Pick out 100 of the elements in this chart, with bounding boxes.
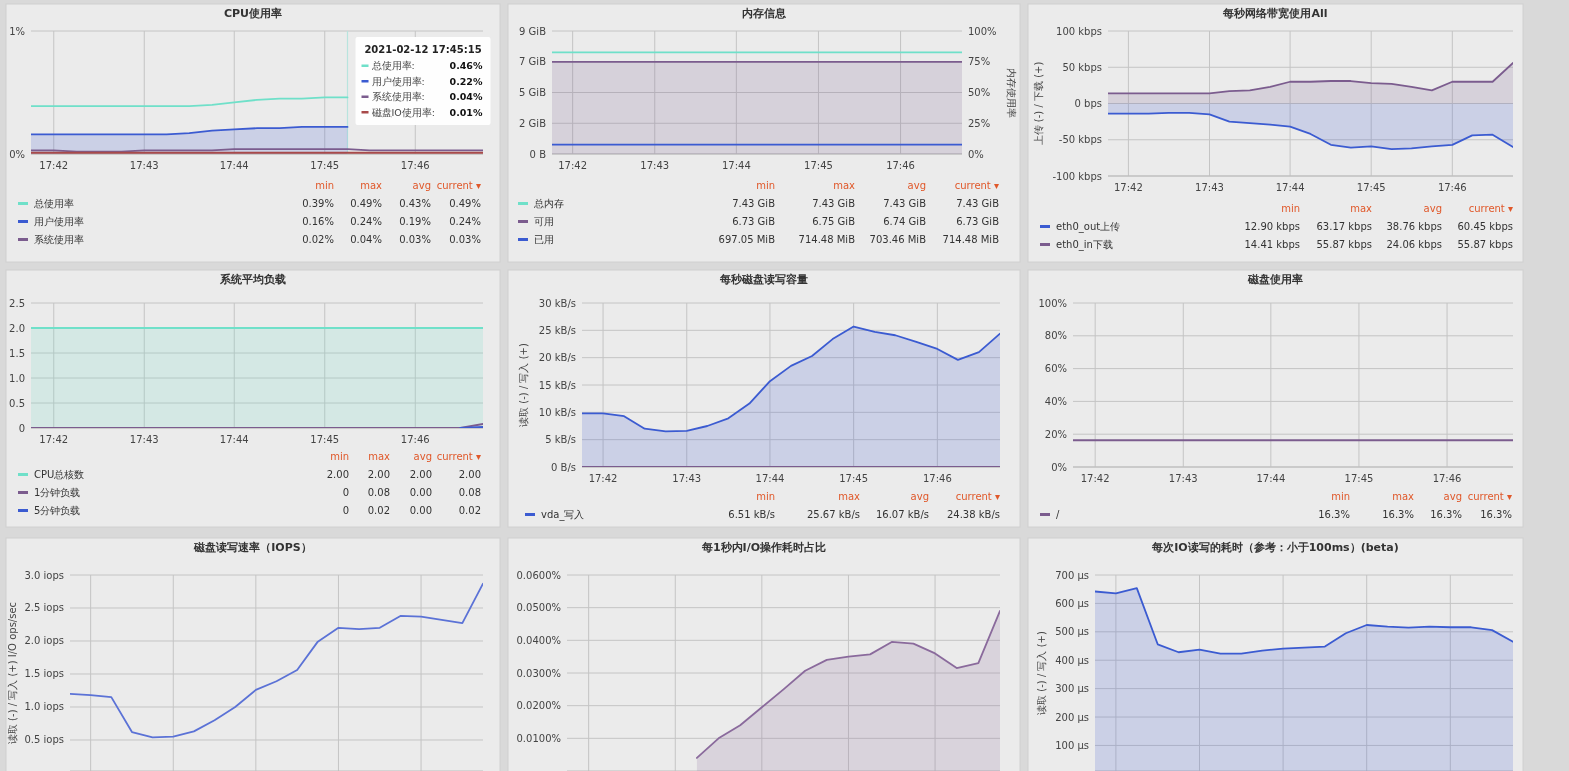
annotation: 0.22% [449,75,483,87]
text: 6.73 GiB [956,216,1000,227]
x-tick-label: 17:46 [400,434,430,445]
legend-label: vda_写入 [541,509,585,521]
x-tick-label: 17:44 [755,473,785,484]
text: 0.04% [350,234,382,245]
y-tick-label: 0.5 iops [24,734,64,746]
text: 0.19% [399,216,431,227]
y-tick-label: 500 μs [1055,626,1089,638]
annotation: 2021-02-12 17:45:15 [364,44,482,55]
legend-label: 可用 [534,216,554,227]
chart-title: 内存信息 [742,7,787,20]
y2-tick-label: 50% [968,87,991,98]
x-tick-label: 17:46 [922,473,952,484]
y-tick-label: 600 μs [1055,597,1089,609]
y-tick-label: 20% [1044,428,1067,440]
x-tick-label: 17:45 [310,160,340,171]
text: min [330,451,349,462]
text: 2.00 [458,469,481,480]
y-tick-label: 0% [9,148,25,160]
annotation: 总使用率: [370,60,415,71]
text: 16.3% [1430,509,1462,520]
y2-tick-label: 75% [968,56,991,68]
text: 0.00 [409,505,432,516]
y-tick-label: 20 kB/s [538,352,576,364]
x-tick-label: 17:43 [129,160,159,171]
text: 55.87 kbps [1457,239,1513,250]
text: avg [907,180,926,191]
x-tick-label: 17:42 [558,160,588,171]
annotation: 用户使用率: [371,75,425,87]
legend-label: 总使用率 [33,198,74,209]
text: 0.39% [302,198,334,209]
text: 0.43% [399,198,431,209]
chart-title: 系统平均负载 [219,273,286,286]
y-tick-label: -50 kbps [1058,134,1102,146]
text: 0.49% [449,198,481,209]
y-tick-label: 2.0 [9,322,25,334]
text: 2.00 [409,469,432,480]
x-tick-label: 17:45 [1356,182,1386,193]
y-tick-label: 0 B/s [551,461,576,473]
annotation: 0.46% [449,60,483,71]
text: 60.45 kbps [1457,221,1513,232]
text: 2.00 [367,469,390,480]
y2-tick-label: 0% [968,148,984,160]
text: 0.24% [449,216,481,227]
y-tick-label: 5 GiB [519,87,547,98]
chart-title: 磁盘读写速率（IOPS） [193,541,312,554]
chart-title: 每秒磁盘读写容量 [719,273,808,286]
legend-label: 5分钟负载 [34,505,81,516]
x-tick-label: 17:43 [1168,473,1198,484]
text: 24.38 kB/s [946,509,1000,520]
text: current ▾ [1468,203,1513,214]
x-tick-label: 17:43 [640,160,670,171]
text: max [1350,203,1373,214]
text: 0.08 [458,487,481,498]
y-tick-label: 2.5 iops [24,602,64,614]
y-tick-label: 1.5 [9,347,25,359]
text: 2.00 [326,469,349,480]
text: 25.67 kB/s [806,509,860,520]
text: min [1331,491,1350,502]
text: avg [910,491,929,502]
text: 0.03% [399,234,431,245]
y-tick-label: 2.0 iops [24,635,64,647]
y-tick-label: 0.0400% [516,634,561,646]
y-tick-label: 400 μs [1055,654,1089,666]
text: 6.51 kB/s [728,509,775,520]
x-tick-label: 17:43 [672,473,702,484]
text: 0.49% [350,198,382,209]
y-tick-label: 100 kbps [1056,25,1102,37]
y-tick-label: 0% [1051,461,1067,473]
text: 0.02 [367,505,390,516]
x-tick-label: 17:43 [129,434,159,445]
chart-title: 每1秒内I/O操作耗时占比 [700,541,827,554]
text: max [838,491,861,502]
y-tick-label: 1.5 iops [24,668,64,680]
x-tick-label: 17:42 [1080,473,1110,484]
text: 6.73 GiB [732,216,776,227]
x-tick-label: 17:44 [1275,182,1305,193]
x-tick-label: 17:44 [1256,473,1286,484]
x-tick-label: 17:45 [310,434,340,445]
x-tick-label: 17:42 [39,434,69,445]
y-tick-label: 30 kB/s [538,297,576,309]
x-tick-label: 17:42 [588,473,618,484]
text: 38.76 kbps [1386,221,1442,232]
y-axis-title: 读取 (-) / 写入 (+) I/O ops/sec [7,601,18,745]
y-tick-label: 2.5 [9,297,25,309]
y-tick-label: 0 [18,422,25,434]
y-tick-label: 25 kB/s [538,324,576,336]
text: 0 [342,487,349,498]
y-tick-label: 0.0100% [516,732,561,744]
x-tick-label: 17:45 [839,473,869,484]
text: 6.74 GiB [883,216,927,227]
legend-label: eth0_in下载 [1056,239,1113,251]
text: 16.3% [1480,509,1512,520]
y-tick-label: 1.0 [9,372,25,384]
text: max [368,451,391,462]
text: 7.43 GiB [883,198,927,209]
legend-label: / [1056,509,1060,520]
y-tick-label: 700 μs [1055,569,1089,581]
text: 697.05 MiB [718,234,776,245]
